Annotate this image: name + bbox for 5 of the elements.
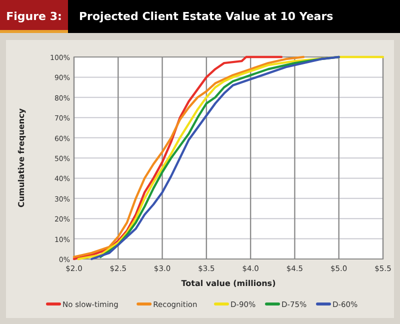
chart-title: Projected Client Estate Value at 10 Years [79, 10, 334, 23]
x-axis-title: Total value (millions) [181, 279, 276, 288]
y-axis-title: Cumulative frequency [17, 108, 26, 208]
line-series [77, 56, 384, 260]
caption: Figure 3: [6, 10, 62, 23]
